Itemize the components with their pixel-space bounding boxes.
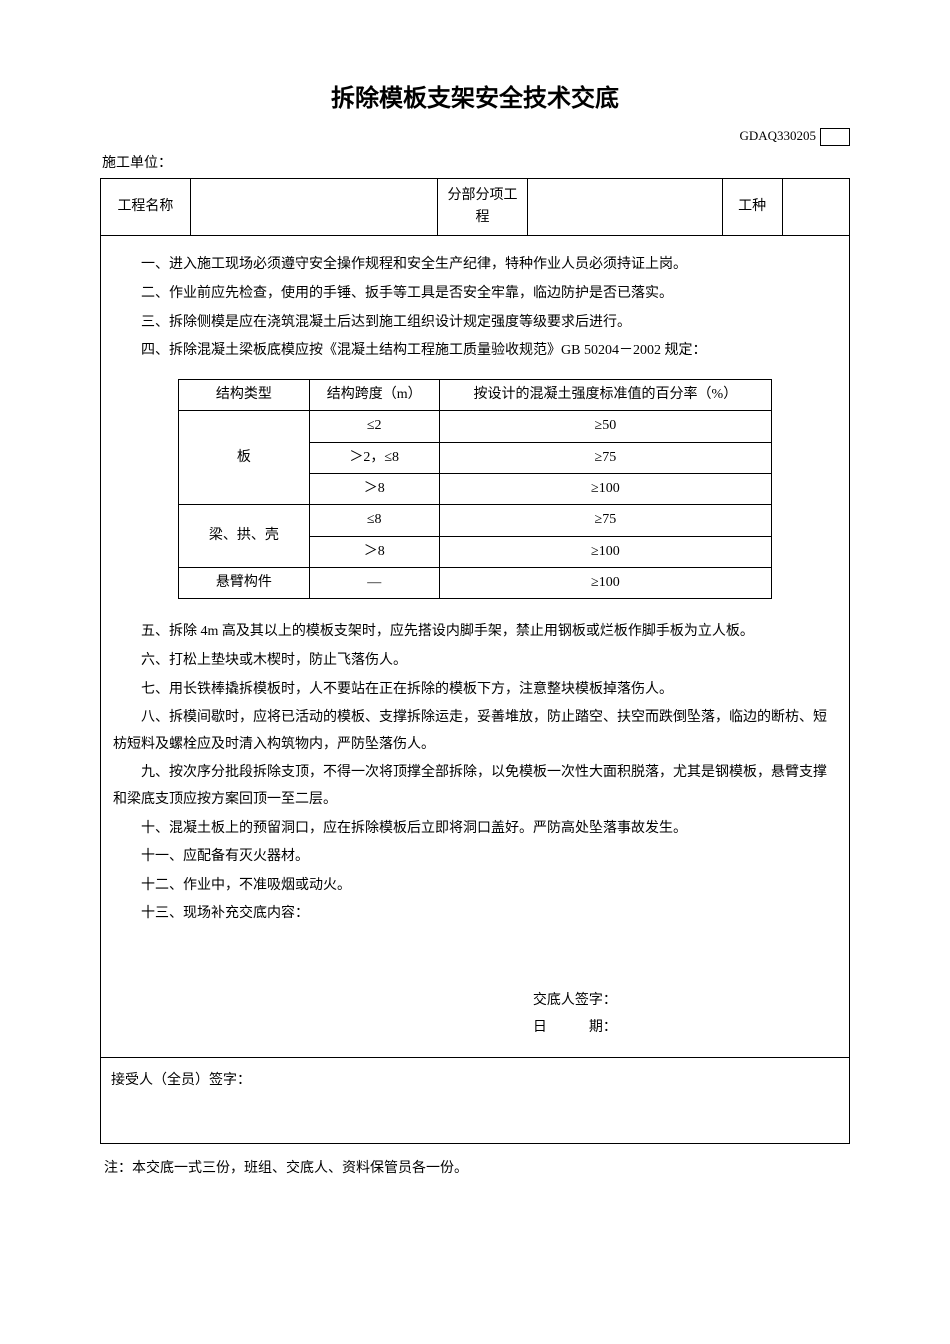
cell-pct: ≥100 [439,568,771,599]
th-span: 结构跨度（m） [309,379,439,410]
section-value [527,178,722,236]
para-2: 二、作业前应先检查，使用的手锤、扳手等工具是否安全牢靠，临边防护是否已落实。 [113,281,837,308]
para-7: 七、用长铁棒撬拆模板时，人不要站在正在拆除的模板下方，注意整块模板掉落伤人。 [113,677,837,704]
para-4: 四、拆除混凝土梁板底模应按《混凝土结构工程施工质量验收规范》GB 50204－2… [113,338,837,365]
th-structure-type: 结构类型 [179,379,309,410]
date-label: 日 期： [533,1015,837,1042]
cell-span: ≤2 [309,411,439,442]
accept-row: 接受人（全员）签字： [101,1058,850,1143]
accept-label: 接受人（全员）签字： [111,1073,251,1088]
cell-type: 悬臂构件 [179,568,309,599]
para-12: 十二、作业中，不准吸烟或动火。 [113,873,837,900]
para-11: 十一、应配备有灭火器材。 [113,844,837,871]
accept-signature-cell: 接受人（全员）签字： [101,1058,850,1143]
strength-spec-table: 结构类型 结构跨度（m） 按设计的混凝土强度标准值的百分率（%） 板 ≤2 ≥5… [178,379,772,600]
doc-code-box [820,128,850,146]
main-form-table: 工程名称 分部分项工 程 工种 一、进入施工现场必须遵守安全操作规程和安全生产纪… [100,178,850,1144]
cell-type: 梁、拱、壳 [179,505,309,568]
para-8: 八、拆模间歇时，应将已活动的模板、支撑拆除运走，妥善堆放，防止踏空、扶空而跌倒坠… [113,705,837,758]
project-name-label: 工程名称 [101,178,191,236]
project-name-value [190,178,437,236]
para-3: 三、拆除侧模是应在浇筑混凝土后达到施工组织设计规定强度等级要求后进行。 [113,310,837,337]
doc-code: GDAQ330205 [739,126,816,147]
construction-unit-label: 施工单位： [100,153,850,175]
para-1: 一、进入施工现场必须遵守安全操作规程和安全生产纪律，特种作业人员必须持证上岗。 [113,252,837,279]
footer-note: 注：本交底一式三份，班组、交底人、资料保管员各一份。 [100,1158,850,1180]
cell-pct: ≥75 [439,442,771,473]
para-10: 十、混凝土板上的预留洞口，应在拆除模板后立即将洞口盖好。严防高处坠落事故发生。 [113,816,837,843]
cell-span: — [309,568,439,599]
header-row: 工程名称 分部分项工 程 工种 [101,178,850,236]
cell-pct: ≥50 [439,411,771,442]
para-5: 五、拆除 4m 高及其以上的模板支架时，应先搭设内脚手架，禁止用钢板或烂板作脚手… [113,619,837,646]
para-9: 九、按次序分批段拆除支顶，不得一次将顶撑全部拆除，以免模板一次性大面积脱落，尤其… [113,760,837,813]
table-row: 悬臂构件 — ≥100 [179,568,772,599]
table-header-row: 结构类型 结构跨度（m） 按设计的混凝土强度标准值的百分率（%） [179,379,772,410]
signature-block: 交底人签字： 日 期： [533,988,837,1041]
para-13: 十三、现场补充交底内容： [113,901,837,928]
work-type-label: 工种 [722,178,782,236]
cell-span: ≤8 [309,505,439,536]
doc-code-row: GDAQ330205 [100,126,850,147]
work-type-value [782,178,849,236]
content-cell: 一、进入施工现场必须遵守安全操作规程和安全生产纪律，特种作业人员必须持证上岗。 … [101,236,850,1058]
cell-pct: ≥100 [439,536,771,567]
table-row: 梁、拱、壳 ≤8 ≥75 [179,505,772,536]
table-row: 板 ≤2 ≥50 [179,411,772,442]
cell-span: ＞8 [309,536,439,567]
cell-pct: ≥75 [439,505,771,536]
cell-span: ＞8 [309,473,439,504]
cell-type: 板 [179,411,309,505]
para-6: 六、打松上垫块或木楔时，防止飞落伤人。 [113,648,837,675]
document-title: 拆除模板支架安全技术交底 [100,80,850,118]
signer-label: 交底人签字： [533,988,837,1015]
cell-pct: ≥100 [439,473,771,504]
cell-span: ＞2，≤8 [309,442,439,473]
section-label: 分部分项工 程 [438,178,528,236]
th-percentage: 按设计的混凝土强度标准值的百分率（%） [439,379,771,410]
